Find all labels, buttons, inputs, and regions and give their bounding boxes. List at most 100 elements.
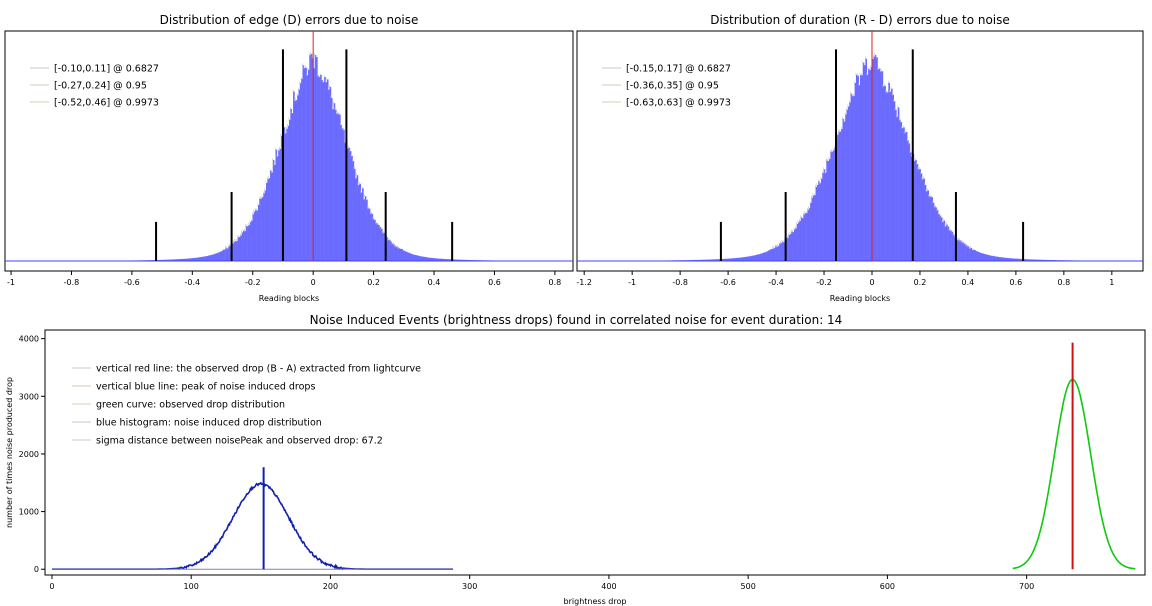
histogram-bar xyxy=(1024,259,1027,261)
histogram-bar xyxy=(458,259,460,261)
histogram-bar xyxy=(334,109,337,262)
histogram-bar xyxy=(164,259,167,261)
histogram-bar xyxy=(776,246,779,261)
histogram-bar xyxy=(885,91,888,261)
histogram-bar xyxy=(226,248,229,261)
histogram-bar xyxy=(240,235,242,261)
histogram-bar xyxy=(182,258,184,261)
histogram-bar xyxy=(917,168,920,261)
histogram-bar xyxy=(275,149,278,261)
histogram-bar xyxy=(287,125,290,262)
histogram-bar xyxy=(796,223,799,261)
histogram-bar xyxy=(197,257,199,261)
histogram-bar xyxy=(409,253,412,261)
histogram-bar xyxy=(456,259,459,261)
histogram-bar xyxy=(211,254,214,261)
histogram-bar xyxy=(272,160,275,261)
histogram-bar xyxy=(401,248,403,261)
histogram-bar xyxy=(371,213,374,261)
histogram-bar xyxy=(996,256,998,261)
histogram-bar xyxy=(723,258,726,261)
histogram-bar xyxy=(448,259,451,261)
histogram-bar xyxy=(424,256,426,261)
histogram-bar xyxy=(975,251,978,261)
histogram-bar xyxy=(986,254,989,261)
histogram-bar xyxy=(865,58,868,262)
histogram-bar xyxy=(340,124,343,261)
histogram-bar xyxy=(730,258,733,261)
histogram-bar xyxy=(793,229,796,261)
histogram-bar xyxy=(403,251,406,261)
histogram-bar xyxy=(754,255,757,261)
histogram-bar xyxy=(971,249,974,261)
histogram-bar xyxy=(943,220,946,261)
histogram-bar xyxy=(926,191,928,261)
x-tick-label: 100 xyxy=(184,582,199,591)
histogram-bar xyxy=(897,107,900,261)
histogram-bar xyxy=(920,173,923,261)
histogram-bar xyxy=(877,69,880,261)
histogram-bar xyxy=(1037,259,1040,261)
histogram-bar xyxy=(892,94,894,261)
histogram-bar xyxy=(330,97,333,261)
histogram-bar xyxy=(978,252,981,261)
histogram-bar xyxy=(462,259,464,261)
histogram-bar xyxy=(283,127,286,261)
histogram-bar xyxy=(990,255,993,261)
histogram-bar xyxy=(745,256,748,261)
histogram-bar xyxy=(833,150,835,261)
histogram-bar xyxy=(344,142,347,261)
histogram-bar xyxy=(919,169,921,261)
x-tick-label: -0.8 xyxy=(64,278,80,287)
histogram-bar xyxy=(1005,257,1008,261)
histogram-bar xyxy=(397,247,399,261)
histogram-bar xyxy=(905,132,908,261)
histogram-bar xyxy=(838,131,841,261)
x-tick-label: -0.6 xyxy=(720,278,736,287)
histogram-bar xyxy=(808,208,811,261)
histogram-bar xyxy=(820,178,823,261)
y-tick-label: 2000 xyxy=(19,450,39,459)
histogram-bar xyxy=(313,68,315,261)
histogram-bar xyxy=(341,128,344,261)
histogram-bar xyxy=(386,237,389,261)
x-tick-label: -0.6 xyxy=(124,278,140,287)
histogram-bar xyxy=(399,248,402,261)
histogram-bar xyxy=(468,259,471,261)
histogram-bar xyxy=(295,100,298,261)
histogram-bar xyxy=(267,179,270,261)
histogram-bar xyxy=(232,243,234,261)
histogram-bar xyxy=(725,258,727,261)
histogram-bar xyxy=(1012,258,1014,261)
histogram-bar xyxy=(379,227,382,261)
x-tick-label: -0.2 xyxy=(245,278,261,287)
histogram-bar xyxy=(800,217,803,261)
histogram-bar xyxy=(431,257,433,261)
histogram-bar xyxy=(317,75,320,262)
histogram-bar xyxy=(390,241,393,261)
histogram-bar xyxy=(367,208,370,261)
histogram-bars xyxy=(653,53,1091,262)
histogram-bar xyxy=(444,259,447,261)
x-tick-label: 500 xyxy=(741,582,756,591)
histogram-bar xyxy=(395,246,398,261)
histogram-bar xyxy=(1004,257,1006,261)
histogram-bar xyxy=(199,257,202,261)
histogram-bar xyxy=(939,215,942,261)
histogram-bar xyxy=(259,198,261,261)
histogram-bar xyxy=(869,70,872,261)
histogram-bar xyxy=(255,209,257,261)
histogram-bar xyxy=(979,252,982,261)
histogram-bar xyxy=(721,258,723,261)
histogram-bar xyxy=(837,134,839,261)
histogram-bar xyxy=(851,95,854,261)
histogram-bar xyxy=(202,256,205,261)
histogram-bar xyxy=(715,259,718,261)
histogram-bar xyxy=(816,184,819,261)
histogram-bar xyxy=(241,232,244,261)
histogram-bar xyxy=(325,82,328,261)
histogram-bar xyxy=(437,258,440,261)
histogram-bar xyxy=(707,259,710,261)
histogram-bar xyxy=(988,255,990,261)
histogram-bar xyxy=(981,253,983,261)
